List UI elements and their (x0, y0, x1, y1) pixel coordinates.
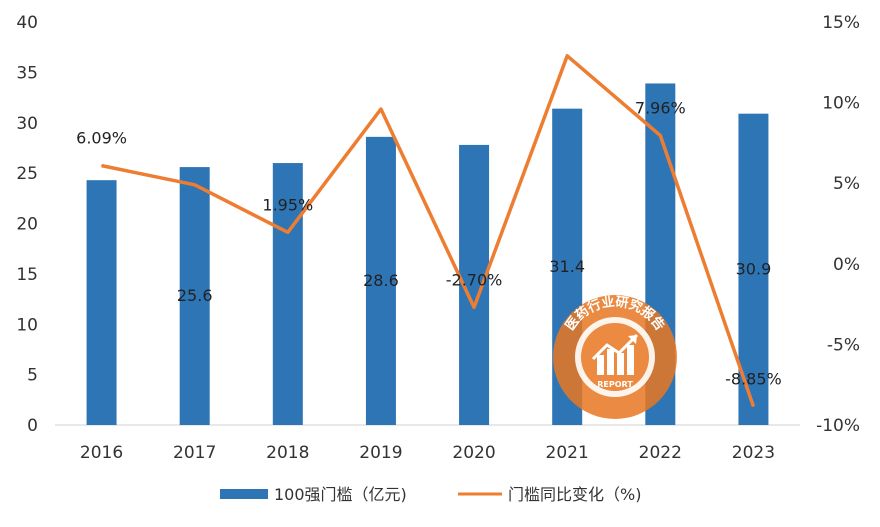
y-left-tick-label: 20 (16, 215, 38, 235)
legend-bar-label: 100强门槛（亿元) (274, 485, 407, 504)
line-path (101, 54, 756, 408)
y-left-tick-label: 0 (27, 416, 38, 436)
x-tick-label: 2016 (80, 443, 123, 463)
bar (86, 180, 117, 425)
line-data-label: 7.96% (635, 98, 686, 117)
bar-data-label: 28.6 (363, 271, 399, 290)
x-tick-label: 2019 (359, 443, 402, 463)
line-data-label: 6.09% (76, 129, 127, 148)
x-tick-label: 2018 (266, 443, 309, 463)
y-left-tick-label: 10 (16, 315, 38, 335)
bar-data-label: 25.6 (177, 286, 213, 305)
y-left-tick-label: 30 (16, 114, 38, 134)
bar-data-label: 30.9 (736, 259, 772, 278)
bar (272, 163, 303, 426)
y-left-tick-label: 40 (16, 13, 38, 33)
line-series (101, 54, 756, 408)
bar (179, 167, 210, 425)
y-left-tick-label: 25 (16, 164, 38, 184)
legend-line-label: 门槛同比变化（%) (508, 485, 641, 504)
x-tick-label: 2021 (546, 443, 589, 463)
x-tick-label: 2017 (173, 443, 216, 463)
bar-data-label: 31.4 (549, 257, 585, 276)
line-point (752, 405, 754, 407)
line-point (380, 108, 382, 110)
x-axis-ticks: 2016 2017 2018 2019 2020 2021 2022 2023 (80, 443, 775, 463)
y-right-tick-label: -5% (827, 335, 860, 355)
line-point (287, 231, 289, 233)
line-point (566, 55, 568, 57)
rising-chart-icon (591, 333, 639, 375)
y-right-tick-label: -10% (816, 416, 860, 436)
line-point (101, 165, 103, 167)
bar (365, 136, 396, 426)
line-data-label: -8.85% (725, 369, 782, 388)
y-right-tick-label: 0% (833, 255, 860, 275)
x-tick-label: 2022 (639, 443, 682, 463)
line-point (659, 134, 661, 136)
line-point (473, 306, 475, 308)
legend-bar-swatch (220, 489, 268, 499)
report-seal-logo: 医药行业研究报告 REPORT (553, 294, 677, 419)
x-tick-label: 2020 (452, 443, 495, 463)
y-left-tick-label: 5 (27, 366, 38, 386)
data-labels: 25.6 28.6 31.4 30.9 6.09% 1.95% -2.70% 7.96% -8.… (76, 98, 782, 388)
y-right-tick-label: 10% (822, 94, 860, 114)
x-tick-label: 2023 (732, 443, 775, 463)
right-axis-ticks: -10% -5% 0% 5% 10% 15% (816, 13, 860, 436)
y-left-tick-label: 15 (16, 265, 38, 285)
seal-subtext: REPORT (597, 380, 633, 389)
left-axis-ticks: 0 5 10 15 20 25 30 35 40 (16, 13, 38, 436)
legend: 100强门槛（亿元) 门槛同比变化（%) (220, 485, 641, 504)
y-right-tick-label: 5% (833, 174, 860, 194)
line-data-label: -2.70% (446, 270, 503, 289)
y-right-tick-label: 15% (822, 13, 860, 33)
y-left-tick-label: 35 (16, 63, 38, 83)
line-data-label: 1.95% (262, 195, 313, 214)
line-point (194, 184, 196, 186)
